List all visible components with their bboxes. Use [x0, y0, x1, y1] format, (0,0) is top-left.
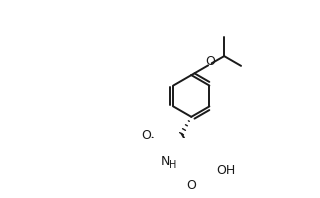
Text: O: O — [141, 129, 151, 142]
Text: OH: OH — [216, 164, 235, 177]
Text: N: N — [161, 154, 170, 168]
Text: O: O — [205, 55, 215, 68]
Text: O: O — [186, 179, 196, 192]
Text: H: H — [169, 160, 176, 170]
